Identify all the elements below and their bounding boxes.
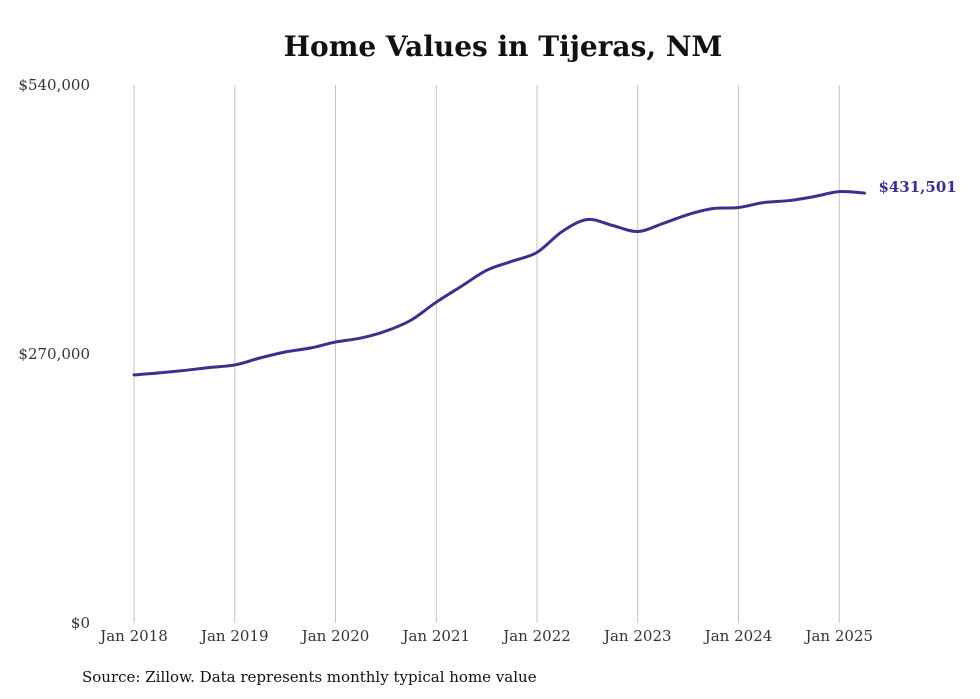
series-layer: $431,501 xyxy=(132,178,957,377)
end-value-label: $431,501 xyxy=(878,178,956,196)
x-tick-label: Jan 2021 xyxy=(400,627,470,645)
grid-lines xyxy=(133,85,840,623)
x-tick-label: Jan 2023 xyxy=(602,627,672,645)
y-tick-label: $0 xyxy=(71,614,90,632)
x-tick-label: Jan 2020 xyxy=(300,627,370,645)
x-tick-label: Jan 2025 xyxy=(803,627,873,645)
x-tick-label: Jan 2018 xyxy=(98,627,168,645)
chart-title: Home Values in Tijeras, NM xyxy=(283,30,723,63)
y-tick-label: $270,000 xyxy=(18,345,90,363)
source-note: Source: Zillow. Data represents monthly … xyxy=(82,668,537,686)
series-line xyxy=(132,189,866,377)
axis-labels: Jan 2018 Jan 2019 Jan 2020 Jan 2021 Jan 2022… xyxy=(18,76,873,645)
x-tick-label: Jan 2024 xyxy=(703,627,773,645)
y-tick-label: $540,000 xyxy=(18,76,90,94)
x-tick-label: Jan 2019 xyxy=(199,627,269,645)
x-tick-label: Jan 2022 xyxy=(501,627,571,645)
